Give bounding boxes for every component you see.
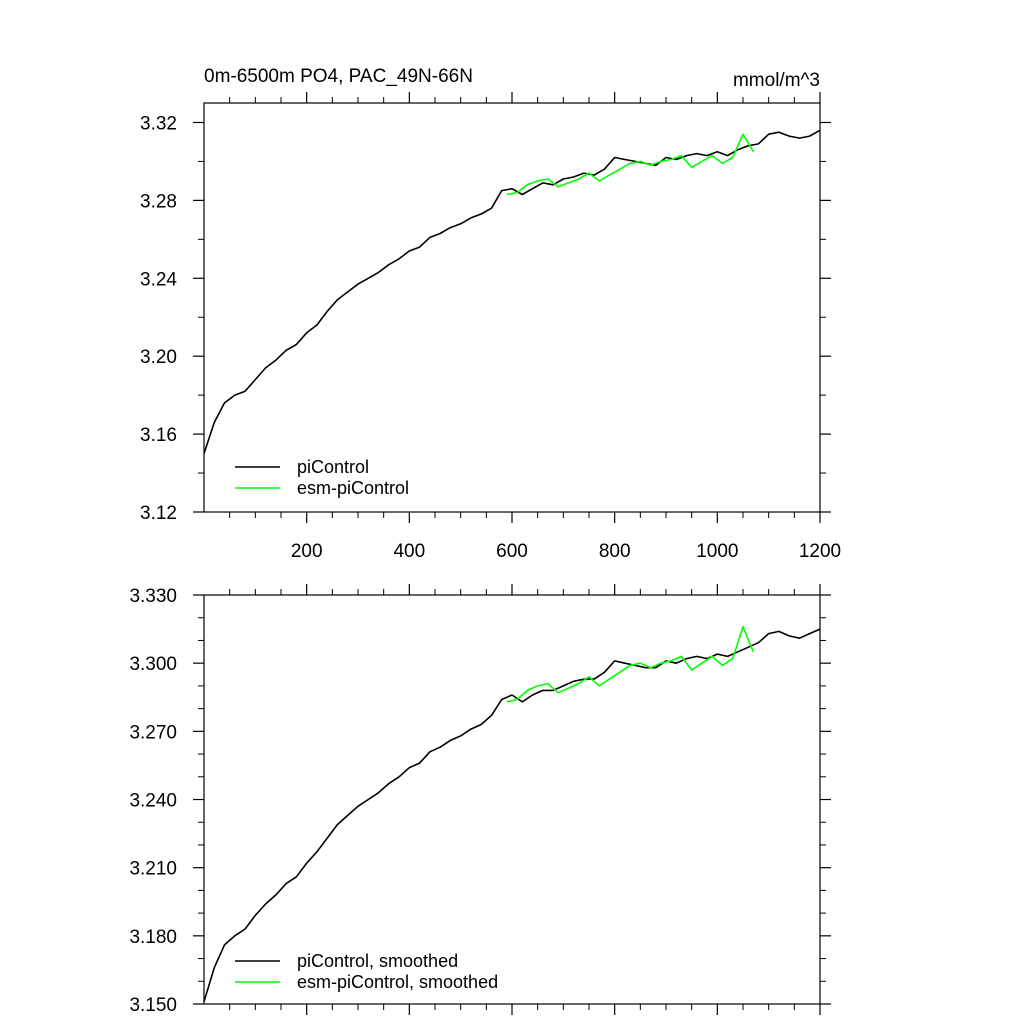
chart-panel-bottom: 3.150 3.180 3.210 3.240 3.270 3.300 3.330 piCon…	[129, 584, 831, 1016]
y-tick-label: 3.330	[129, 586, 177, 607]
x-tick-label: 400	[393, 541, 425, 562]
x-tick-label: 200	[291, 541, 323, 562]
series-line-esm-picontrol	[506, 133, 754, 196]
y-tick-label: 3.20	[140, 347, 177, 368]
units-label: mmol/m^3	[733, 70, 820, 91]
series-line-picontrol	[203, 628, 821, 1002]
y-tick-label: 3.210	[129, 859, 177, 880]
x-tick-label: 1000	[696, 541, 738, 562]
y-tick-label: 3.270	[129, 722, 177, 743]
y-tick-label: 3.180	[129, 927, 177, 948]
chart-panel-top: 3.12 3.16 3.20 3.24 3.28 3.32 200 400 600 800 1000…	[140, 92, 841, 562]
y-tick-label: 3.32	[140, 113, 177, 134]
x-tick-label: 800	[599, 541, 631, 562]
y-tick-label: 3.16	[140, 425, 177, 446]
legend-label: piControl, smoothed	[297, 951, 458, 971]
legend-label: piControl	[297, 457, 369, 477]
x-tick-label: 600	[496, 541, 528, 562]
y-tick-label: 3.24	[140, 269, 177, 290]
y-tick-label: 3.12	[140, 503, 177, 524]
y-tick-label: 3.28	[140, 191, 177, 212]
y-tick-label: 3.300	[129, 654, 177, 675]
series-line-esm-picontrol	[506, 625, 755, 703]
chart-title: 0m-6500m PO4, PAC_49N-66N	[204, 66, 473, 87]
legend-label: esm-piControl, smoothed	[297, 972, 498, 992]
y-tick-label: 3.240	[129, 791, 177, 812]
legend-label: esm-piControl	[297, 478, 409, 498]
y-tick-label: 3.150	[129, 995, 177, 1016]
series-line-picontrol	[203, 129, 821, 454]
x-tick-label: 1200	[799, 541, 841, 562]
